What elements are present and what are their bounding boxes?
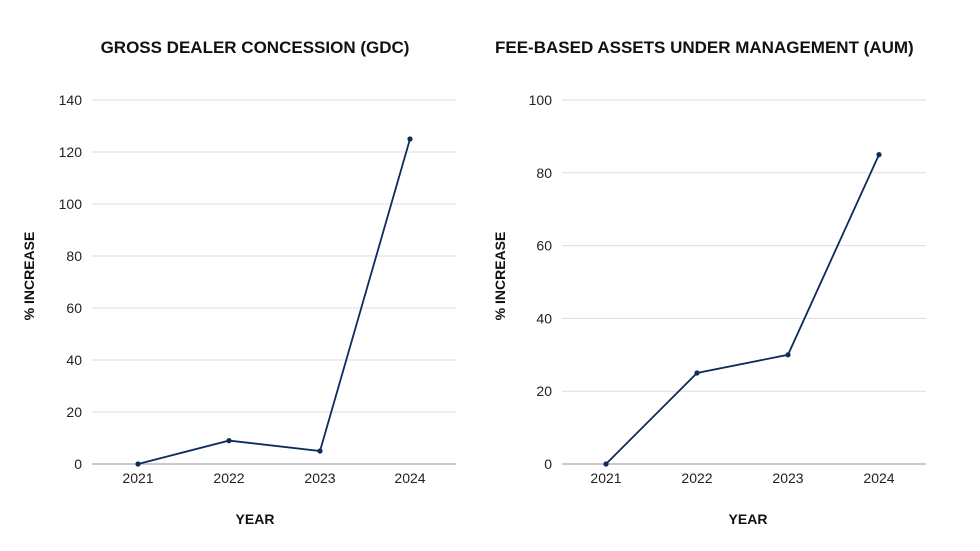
y-tick-label: 20 — [66, 404, 82, 420]
x-tick-label: 2023 — [304, 470, 335, 486]
data-point — [694, 370, 700, 376]
data-point — [785, 352, 791, 358]
x-tick-label: 2023 — [772, 470, 803, 486]
x-axis-title: YEAR — [236, 511, 275, 527]
data-point — [226, 438, 232, 444]
y-tick-label: 40 — [536, 310, 552, 326]
y-axis-title: % INCREASE — [492, 232, 508, 321]
chart-title: GROSS DEALER CONCESSION (GDC) — [100, 38, 410, 57]
y-tick-label: 140 — [59, 92, 83, 108]
y-tick-label: 20 — [536, 383, 552, 399]
x-tick-label: 2022 — [213, 470, 244, 486]
y-tick-label: 80 — [536, 165, 552, 181]
y-tick-label: 60 — [66, 300, 82, 316]
gdc-chart: GROSS DEALER CONCESSION (GDC) 0 20 40 60 80 1… — [21, 38, 456, 527]
x-tick-label: 2022 — [681, 470, 712, 486]
x-axis-title: YEAR — [729, 511, 768, 527]
gdc-plot: 0 20 40 60 80 100 120 140 2021 2022 2023 2024 YEAR % … — [21, 92, 456, 527]
y-tick-label: 80 — [66, 248, 82, 264]
y-tick-label: 60 — [536, 238, 552, 254]
x-tick-label: 2021 — [122, 470, 153, 486]
series-line — [605, 154, 880, 465]
aum-chart: FEE-BASED ASSETS UNDER MANAGEMENT (AUM) … — [490, 0, 980, 551]
data-point — [135, 461, 141, 467]
y-axis-title: % INCREASE — [21, 232, 37, 321]
data-point — [876, 152, 882, 158]
y-tick-label: 100 — [529, 92, 553, 108]
data-point — [407, 136, 413, 142]
y-tick-label: 0 — [74, 456, 82, 472]
data-point — [317, 448, 323, 454]
y-tick-label: 120 — [59, 144, 83, 160]
y-tick-label: 100 — [59, 196, 83, 212]
series-line — [137, 138, 411, 465]
chart-title: FEE-BASED ASSETS UNDER MANAGEMENT (AUM) — [495, 38, 914, 57]
data-point — [603, 461, 609, 467]
aum-plot: 0 20 40 60 80 100 2021 2022 2023 2024 YEAR % INCREA… — [492, 92, 926, 527]
x-tick-label: 2021 — [590, 470, 621, 486]
y-tick-label: 0 — [544, 456, 552, 472]
y-tick-label: 40 — [66, 352, 82, 368]
x-tick-label: 2024 — [394, 470, 425, 486]
x-tick-label: 2024 — [863, 470, 894, 486]
